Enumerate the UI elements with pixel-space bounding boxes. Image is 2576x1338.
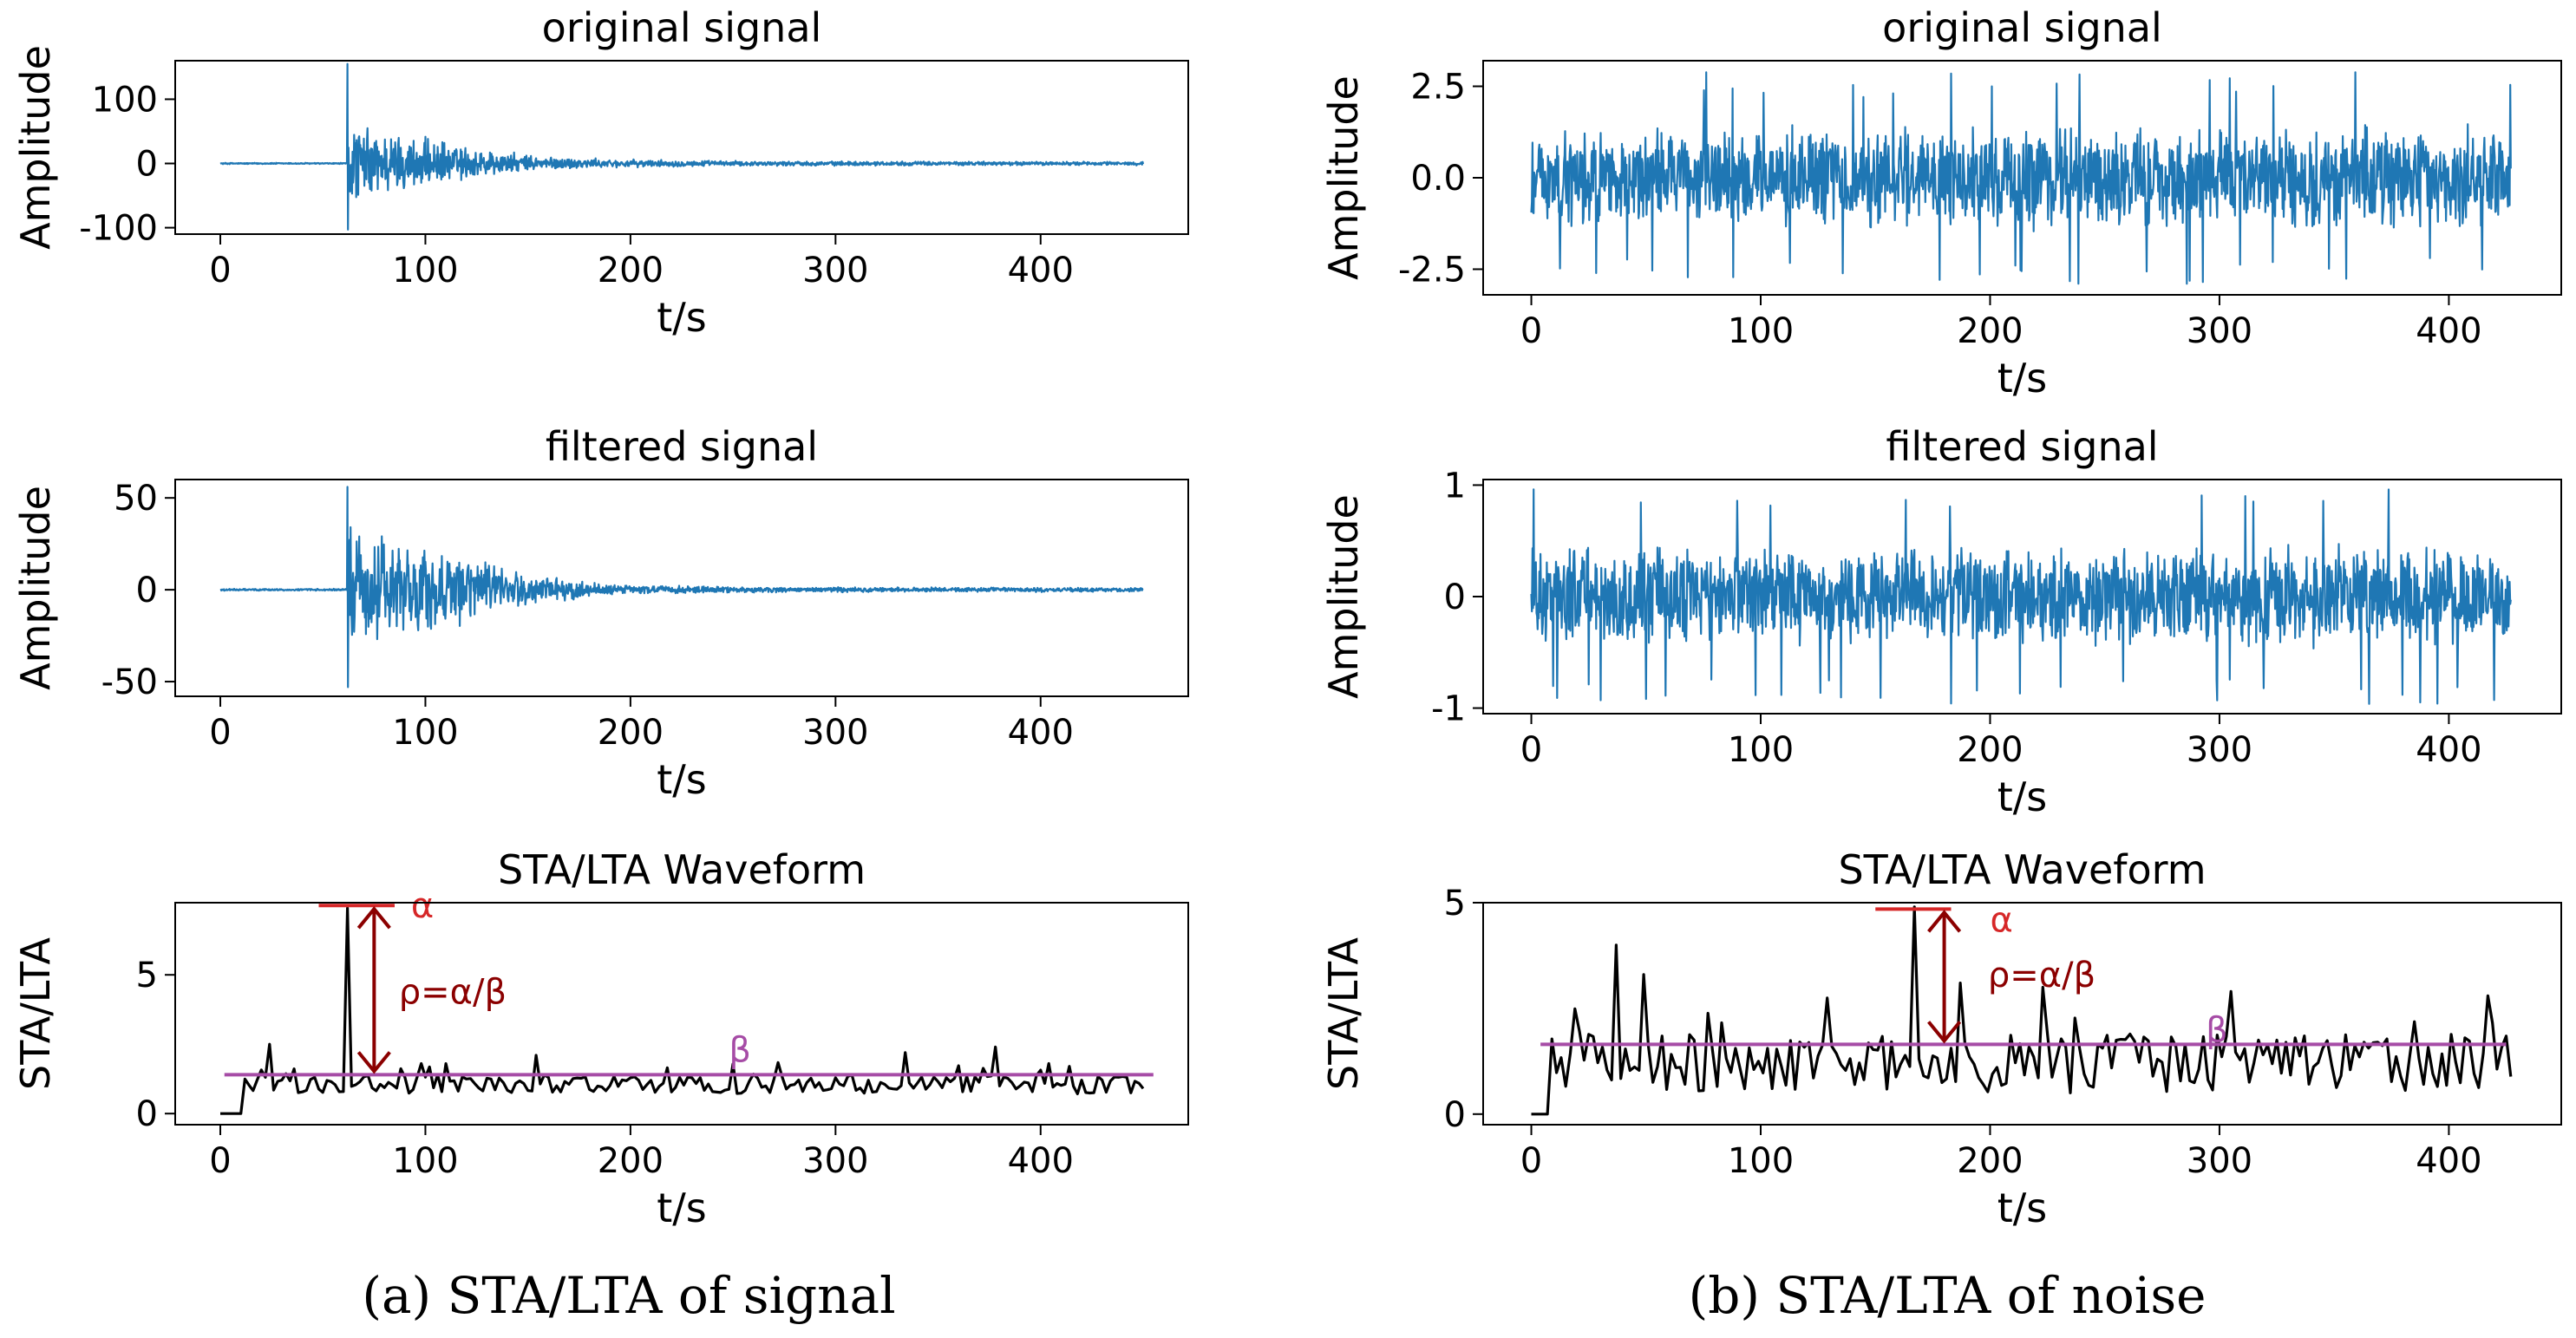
chart-b2: filtered signal 0 100 200 300 400 -1 0 1 t/s Ampli… (1320, 423, 2562, 820)
plot-frame (174, 902, 1189, 1126)
data-line (1530, 71, 2512, 285)
plot-frame (1482, 902, 2562, 1126)
y-tick-label: 0 (1444, 578, 1466, 617)
rho-arrow-head-top (356, 906, 391, 930)
chart-title: STA/LTA Waveform (498, 846, 866, 893)
x-axis-label: t/s (657, 756, 707, 803)
y-axis-label: Amplitude (1320, 75, 1367, 280)
data-line (219, 62, 1145, 231)
chart-a3: STA/LTA Waveform α ρ=α/β β 0 100 200 300 400 0 5 t/… (12, 846, 1189, 1231)
data-line (219, 486, 1144, 689)
y-tick-label: 1 (1444, 466, 1466, 506)
plot-frame (174, 60, 1189, 235)
x-axis-label: t/s (1997, 773, 2048, 820)
x-axis-label: t/s (657, 1185, 707, 1231)
x-tick-label: 400 (1008, 713, 1074, 753)
caption-a-label: (a) (362, 1266, 432, 1325)
rho-arrow-head-bottom (1927, 1021, 1962, 1044)
x-tick-label: 400 (2416, 730, 2481, 770)
x-axis-label: t/s (1997, 1185, 2048, 1231)
y-tick-label: -50 (101, 662, 158, 702)
x-tick-label: 0 (209, 1141, 231, 1181)
y-tick-label: 0.0 (1410, 159, 1466, 199)
x-tick-label: 200 (598, 1141, 664, 1181)
beta-label: β (2206, 1010, 2228, 1050)
x-tick-label: 100 (392, 1141, 458, 1181)
x-tick-label: 200 (598, 713, 664, 753)
caption-b-label: (b) (1688, 1266, 1760, 1325)
y-axis-label: STA/LTA (1320, 937, 1367, 1090)
x-tick-label: 300 (2187, 311, 2252, 351)
x-tick-label: 400 (2416, 1141, 2481, 1181)
x-tick-label: 0 (209, 713, 231, 753)
x-tick-label: 400 (1008, 1141, 1074, 1181)
chart-title: filtered signal (546, 423, 818, 470)
x-tick-label: 400 (2416, 311, 2481, 351)
y-tick-label: 0 (136, 571, 158, 610)
x-tick-label: 300 (802, 251, 868, 290)
data-line (1530, 488, 2512, 705)
chart-b3: STA/LTA Waveform α ρ=α/β β 0 100 200 300 400 0 5 t/… (1320, 846, 2562, 1231)
x-tick-label: 300 (2187, 1141, 2252, 1181)
caption-b-text: STA/LTA of noise (1775, 1266, 2207, 1325)
y-tick-label: 5 (1444, 884, 1466, 924)
y-tick-label: -100 (79, 209, 158, 249)
chart-title: original signal (542, 4, 822, 51)
chart-title: original signal (1882, 4, 2162, 51)
chart-a1: original signal 0 100 200 300 400 -100 0 100 t/s A… (12, 4, 1189, 341)
x-tick-label: 200 (1957, 311, 2023, 351)
chart-title: STA/LTA Waveform (1838, 846, 2206, 893)
rho-arrow-head-top (1927, 910, 1962, 933)
data-line (220, 906, 1145, 1115)
x-tick-label: 100 (1728, 1141, 1794, 1181)
rho-label: ρ=α/β (1988, 956, 2095, 995)
caption-a: (a) STA/LTA of signal (362, 1266, 895, 1325)
x-tick-label: 0 (1520, 730, 1542, 770)
chart-title: filtered signal (1886, 423, 2158, 470)
y-tick-label: 0 (136, 145, 158, 185)
y-tick-label: -1 (1431, 689, 1466, 729)
data-line (1531, 905, 2513, 1116)
alpha-label: α (1990, 901, 2012, 941)
x-tick-label: 0 (1520, 1141, 1542, 1181)
alpha-label: α (411, 886, 434, 926)
x-axis-label: t/s (657, 294, 707, 341)
x-tick-label: 300 (802, 713, 868, 753)
y-tick-label: 50 (114, 479, 158, 519)
y-axis-label: Amplitude (12, 486, 59, 690)
rho-arrow-head-bottom (356, 1051, 391, 1074)
plot-frame (174, 479, 1189, 697)
x-tick-label: 100 (392, 713, 458, 753)
y-axis-label: STA/LTA (12, 937, 59, 1090)
x-tick-label: 100 (1728, 730, 1794, 770)
x-tick-label: 300 (802, 1141, 868, 1181)
x-tick-label: 200 (598, 251, 664, 290)
x-tick-label: 400 (1008, 251, 1074, 290)
x-tick-label: 200 (1957, 730, 2023, 770)
y-tick-label: 2.5 (1410, 68, 1466, 108)
caption-a-text: STA/LTA of signal (447, 1266, 896, 1325)
x-tick-label: 300 (2187, 730, 2252, 770)
chart-a2: filtered signal 0 100 200 300 400 -50 0 50 t/s Amp… (12, 423, 1189, 803)
x-tick-label: 0 (209, 251, 231, 290)
x-tick-label: 200 (1957, 1141, 2023, 1181)
x-axis-label: t/s (1997, 355, 2048, 401)
y-tick-label: -2.5 (1398, 250, 1466, 290)
y-tick-label: 100 (92, 80, 158, 120)
x-tick-label: 100 (1728, 311, 1794, 351)
beta-label: β (729, 1031, 751, 1071)
y-tick-label: 0 (1444, 1095, 1466, 1135)
y-axis-label: Amplitude (12, 45, 59, 250)
chart-b1: original signal 0 100 200 300 400 -2.5 0.0 2.5 t/… (1320, 4, 2562, 401)
y-tick-label: 0 (136, 1094, 158, 1134)
x-tick-label: 0 (1520, 311, 1542, 351)
y-axis-label: Amplitude (1320, 494, 1367, 699)
y-tick-label: 5 (136, 956, 158, 995)
caption-b: (b) STA/LTA of noise (1689, 1266, 2207, 1325)
rho-label: ρ=α/β (399, 972, 507, 1012)
x-tick-label: 100 (392, 251, 458, 290)
